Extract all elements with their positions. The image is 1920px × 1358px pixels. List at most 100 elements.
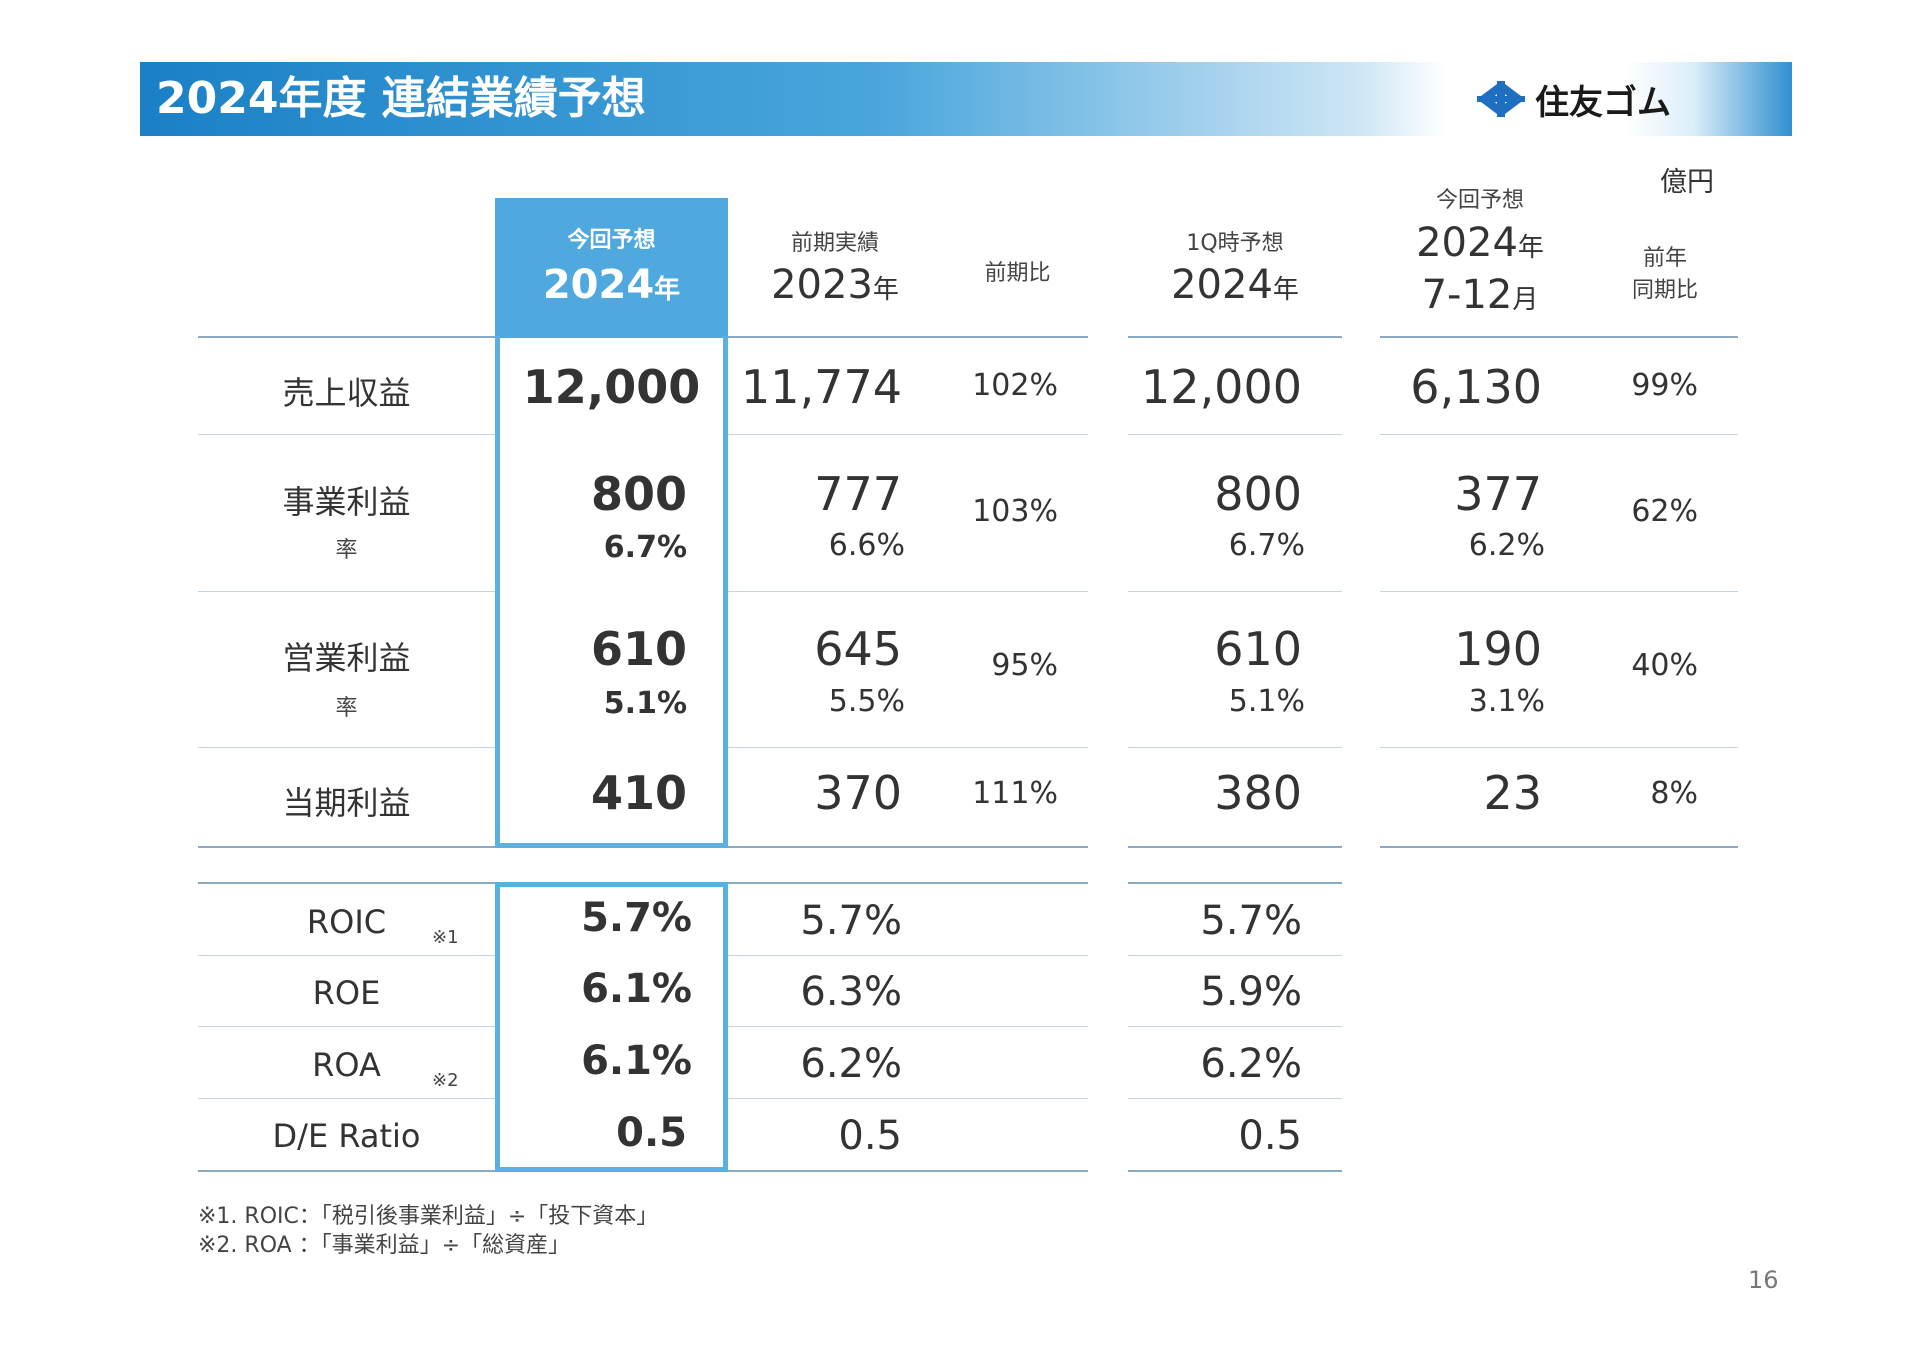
operating-profit-yoy: 95% bbox=[991, 648, 1058, 683]
page-title: 2024年度 連結業績予想 bbox=[156, 73, 646, 124]
header-current-year: 2024年 bbox=[542, 262, 681, 308]
divider bbox=[1380, 336, 1738, 338]
header-yoy-label: 前期比 bbox=[984, 261, 1051, 286]
operating-profit-h2: 190 bbox=[1454, 622, 1542, 676]
net-profit-yoy: 111% bbox=[972, 776, 1058, 811]
divider bbox=[198, 882, 495, 884]
current-kpi-frame bbox=[495, 882, 728, 1172]
divider bbox=[1128, 434, 1342, 435]
kpi-note-roic: ※1 bbox=[432, 927, 459, 948]
roic-current: 5.7% bbox=[581, 895, 692, 941]
divider bbox=[198, 1170, 495, 1172]
kpi-label-roe: ROE bbox=[312, 974, 381, 1012]
current-forecast-header-bg bbox=[495, 198, 728, 338]
divider bbox=[1128, 591, 1342, 592]
row-label-revenue: 売上収益 bbox=[282, 374, 411, 412]
revenue-yoy: 102% bbox=[972, 368, 1058, 403]
operating-profit-current-rate: 5.1% bbox=[603, 686, 687, 721]
business-profit-h2yoy: 62% bbox=[1631, 494, 1698, 529]
operating-profit-prev: 645 bbox=[814, 622, 902, 676]
roe-current: 6.1% bbox=[581, 966, 692, 1012]
business-profit-prev: 777 bbox=[814, 467, 902, 521]
net-profit-prev: 370 bbox=[814, 766, 902, 820]
operating-profit-prev-rate: 5.5% bbox=[828, 684, 905, 719]
revenue-prev: 11,774 bbox=[741, 360, 902, 414]
business-profit-prev-rate: 6.6% bbox=[828, 528, 905, 563]
de-ratio-current: 0.5 bbox=[616, 1110, 687, 1156]
divider bbox=[1128, 846, 1342, 848]
revenue-q1: 12,000 bbox=[1141, 360, 1302, 414]
company-logo: 住友ゴム bbox=[1475, 62, 1671, 136]
roe-prev: 6.3% bbox=[800, 969, 902, 1015]
header-prev-year: 2023年 bbox=[771, 262, 899, 308]
header-h2-range: 7-12月 bbox=[1421, 272, 1539, 318]
divider bbox=[198, 1026, 495, 1027]
roa-prev: 6.2% bbox=[800, 1041, 902, 1087]
roa-current: 6.1% bbox=[581, 1038, 692, 1084]
divider bbox=[728, 955, 1088, 956]
sumitomo-diamond-icon bbox=[1477, 81, 1525, 117]
business-profit-q1-rate: 6.7% bbox=[1228, 528, 1305, 563]
business-profit-h2-rate: 6.2% bbox=[1468, 528, 1545, 563]
row-sublabel-rate: 率 bbox=[335, 538, 358, 563]
divider bbox=[198, 747, 495, 748]
roe-q1: 5.9% bbox=[1200, 969, 1302, 1015]
divider bbox=[1128, 1170, 1342, 1172]
divider bbox=[1128, 336, 1342, 338]
divider bbox=[198, 955, 495, 956]
divider bbox=[198, 846, 495, 848]
divider bbox=[1380, 434, 1738, 435]
current-forecast-frame bbox=[495, 336, 728, 848]
row-sublabel-rate: 率 bbox=[335, 696, 358, 721]
business-profit-h2: 377 bbox=[1454, 467, 1542, 521]
header-h2-year: 2024年 bbox=[1416, 220, 1544, 266]
logo-text: 住友ゴム bbox=[1535, 82, 1671, 123]
header-prev-label: 前期実績 bbox=[790, 231, 879, 256]
operating-profit-q1: 610 bbox=[1214, 622, 1302, 676]
divider bbox=[728, 1098, 1088, 1099]
operating-profit-current: 610 bbox=[590, 622, 687, 676]
divider bbox=[728, 336, 1088, 338]
divider bbox=[1128, 955, 1342, 956]
divider bbox=[1380, 846, 1738, 848]
net-profit-h2: 23 bbox=[1483, 766, 1542, 820]
operating-profit-q1-rate: 5.1% bbox=[1228, 684, 1305, 719]
row-label-net-profit: 当期利益 bbox=[282, 784, 411, 822]
roic-prev: 5.7% bbox=[800, 898, 902, 944]
revenue-h2yoy: 99% bbox=[1631, 368, 1698, 403]
footnote-roic: ※1. ROIC：「税引後事業利益」÷「投下資本」 bbox=[198, 1204, 659, 1229]
divider bbox=[1128, 882, 1342, 884]
page-number: 16 bbox=[1748, 1266, 1779, 1294]
kpi-label-de-ratio: D/E Ratio bbox=[272, 1117, 421, 1155]
kpi-label-roa: ROA bbox=[312, 1046, 381, 1084]
de-ratio-prev: 0.5 bbox=[838, 1113, 902, 1159]
divider bbox=[198, 336, 495, 338]
kpi-label-roic: ROIC bbox=[306, 903, 387, 941]
divider bbox=[1380, 591, 1738, 592]
header-h2yoy-label1: 前年 bbox=[1642, 246, 1687, 271]
divider bbox=[1128, 1098, 1342, 1099]
unit-label: 億円 bbox=[1660, 167, 1714, 198]
title-banner: 2024年度 連結業績予想 住友ゴム bbox=[140, 62, 1792, 136]
footnote-roa: ※2. ROA ：「事業利益」÷「総資産」 bbox=[198, 1233, 571, 1258]
divider bbox=[728, 591, 1088, 592]
row-label-business-profit: 事業利益 bbox=[282, 483, 411, 521]
net-profit-h2yoy: 8% bbox=[1650, 776, 1698, 811]
divider bbox=[728, 882, 1088, 884]
divider bbox=[1380, 747, 1738, 748]
operating-profit-h2-rate: 3.1% bbox=[1468, 684, 1545, 719]
row-label-operating-profit: 営業利益 bbox=[282, 639, 411, 677]
header-h2-label: 今回予想 bbox=[1435, 188, 1524, 213]
divider bbox=[728, 1026, 1088, 1027]
roa-q1: 6.2% bbox=[1200, 1041, 1302, 1087]
header-h2yoy-label2: 同期比 bbox=[1631, 278, 1698, 303]
business-profit-q1: 800 bbox=[1214, 467, 1302, 521]
divider bbox=[728, 1170, 1088, 1172]
header-q1-label: 1Q時予想 bbox=[1186, 231, 1284, 256]
business-profit-current: 800 bbox=[590, 467, 687, 521]
divider bbox=[198, 1098, 495, 1099]
divider bbox=[198, 434, 495, 435]
net-profit-current: 410 bbox=[590, 766, 687, 820]
net-profit-q1: 380 bbox=[1214, 766, 1302, 820]
revenue-current: 12,000 bbox=[522, 360, 701, 414]
